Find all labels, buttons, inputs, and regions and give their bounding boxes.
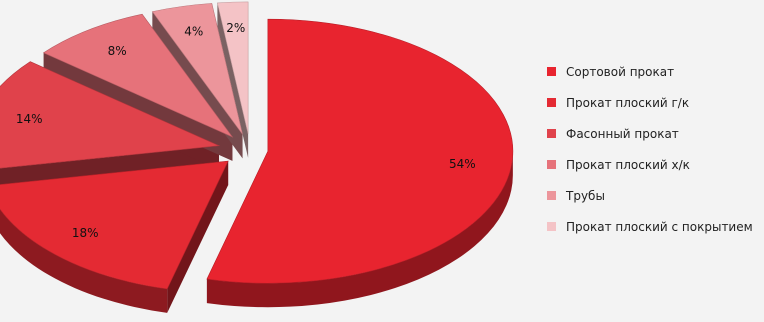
legend-label: Прокат плоский х/к bbox=[566, 158, 690, 172]
legend-label: Прокат плоский с покрытием bbox=[566, 220, 753, 234]
legend-swatch bbox=[547, 160, 556, 169]
legend-label: Прокат плоский г/к bbox=[566, 96, 690, 110]
data-label-1: 18% bbox=[72, 226, 99, 240]
legend-swatch bbox=[547, 67, 556, 76]
legend-swatch bbox=[547, 191, 556, 200]
slice-cut-wall-5-0 bbox=[217, 2, 249, 158]
legend-label: Трубы bbox=[566, 189, 605, 203]
pie-slice-5 bbox=[217, 1, 249, 134]
legend-swatch bbox=[547, 222, 556, 231]
slice-cut-wall-1-0 bbox=[167, 161, 229, 313]
pie-slice-4 bbox=[151, 3, 243, 135]
slice-outer-wall-0 bbox=[206, 151, 513, 308]
legend-swatch bbox=[547, 129, 556, 138]
legend-swatch bbox=[547, 98, 556, 107]
pie-slice-0 bbox=[206, 18, 514, 284]
slice-outer-wall-1 bbox=[0, 209, 168, 313]
data-label-0: 54% bbox=[449, 157, 476, 171]
pie-slice-2 bbox=[0, 61, 221, 169]
data-label-4: 4% bbox=[184, 25, 203, 39]
legend-label: Фасонный прокат bbox=[566, 127, 679, 141]
pie-slice-3 bbox=[42, 13, 234, 138]
data-label-5: 2% bbox=[226, 21, 245, 35]
legend-label: Сортовой прокат bbox=[566, 65, 675, 79]
pie-slice-1 bbox=[0, 160, 229, 290]
data-label-2: 14% bbox=[16, 112, 43, 126]
data-label-3: 8% bbox=[108, 44, 127, 58]
